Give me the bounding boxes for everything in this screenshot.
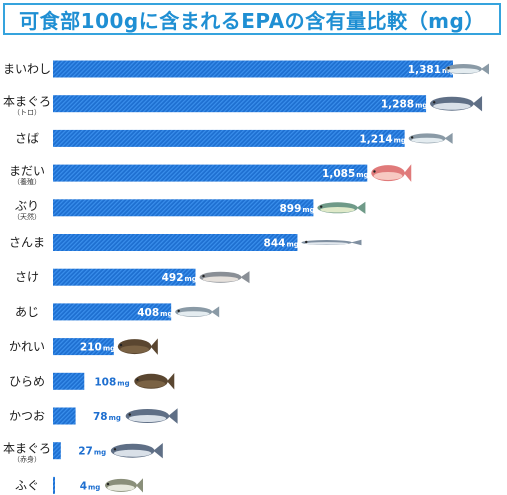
value-label: 492: [162, 272, 184, 284]
category-label: さけ: [15, 270, 39, 284]
bar-row: まだい（養殖） 1,085 mg: [9, 164, 412, 186]
title-frame: 可食部100gに含まれるEPAの含有量比較（mg）: [3, 3, 501, 35]
value-label: 1,214: [359, 133, 392, 145]
value-label: 210: [80, 342, 102, 354]
value-label: 27: [78, 446, 93, 458]
category-label: ひらめ: [9, 374, 45, 388]
category-label: まいわし: [3, 62, 51, 76]
bar: [53, 268, 196, 286]
bar: [53, 303, 172, 321]
bar-row: 本まぐろ（トロ） 1,288 mg: [3, 95, 483, 117]
unit-label: mg: [356, 171, 368, 179]
salmon-icon: [199, 271, 250, 284]
unit-label: mg: [160, 310, 172, 318]
chart-title: 可食部100gに含まれるEPAの含有量比較（mg）: [19, 8, 485, 33]
category-label: さんま: [9, 236, 45, 250]
tuna-icon: [430, 96, 483, 112]
category-label: 本まぐろ: [3, 95, 51, 109]
value-label: 1,288: [381, 99, 414, 111]
sea-bream-icon: [371, 164, 412, 182]
bar: [53, 234, 298, 251]
bar: [53, 338, 114, 356]
bar-row: ぶり（天然） 899 mg: [13, 199, 366, 221]
category-label: あじ: [15, 305, 39, 319]
pufferfish-icon: [105, 478, 143, 493]
value-label: 1,085: [322, 168, 355, 180]
flounder-icon: [117, 338, 158, 355]
unit-label: mg: [415, 102, 427, 110]
value-label: 844: [264, 238, 286, 250]
category-label: かつお: [9, 409, 45, 423]
bar-row: あじ 408 mg: [15, 303, 220, 321]
value-label: 1,381: [408, 64, 441, 76]
value-label: 108: [94, 376, 116, 388]
category-label: 本まぐろ: [3, 442, 51, 456]
tuna-lean-icon: [110, 443, 163, 459]
bar: [53, 372, 85, 390]
bar-row: ひらめ 108 mg: [9, 372, 175, 390]
category-label: まだい: [9, 164, 45, 178]
saury-icon: [301, 239, 362, 246]
unit-label: mg: [117, 379, 129, 387]
category-sublabel: （赤身）: [13, 455, 41, 464]
category-sublabel: （トロ）: [13, 109, 41, 117]
unit-label: mg: [94, 449, 106, 457]
bar-row: かつお 78 mg: [9, 407, 178, 425]
value-label: 899: [279, 203, 301, 215]
unit-label: mg: [109, 414, 121, 422]
bar: [53, 129, 405, 147]
horse-mackerel-icon: [175, 306, 220, 318]
yellowtail-icon: [317, 201, 366, 214]
bar: [53, 407, 76, 425]
unit-label: mg: [88, 483, 100, 491]
bar: [53, 164, 368, 182]
category-sublabel: （養殖）: [13, 177, 41, 186]
value-label: 408: [137, 307, 159, 319]
bonito-icon: [125, 408, 178, 424]
unit-label: mg: [286, 241, 298, 249]
bar-row: 本まぐろ（赤身） 27 mg: [3, 442, 163, 464]
category-label: ふぐ: [15, 478, 39, 492]
category-sublabel: （天然）: [13, 212, 41, 221]
bar-row: さんま 844 mg: [9, 234, 362, 251]
bar: [53, 95, 427, 113]
category-label: かれい: [9, 340, 45, 354]
unit-label: mg: [302, 206, 314, 214]
sardine-icon: [445, 63, 489, 75]
unit-label: mg: [185, 275, 197, 283]
value-label: 78: [93, 411, 108, 423]
value-label: 4: [80, 480, 87, 492]
bar-row: ふぐ 4 mg: [15, 476, 143, 494]
unit-label: mg: [103, 345, 115, 353]
bar-row: かれい 210 mg: [9, 338, 158, 356]
mackerel-icon: [408, 132, 453, 144]
bar: [53, 476, 55, 494]
bar: [53, 199, 314, 217]
unit-label: mg: [394, 136, 406, 144]
halibut-icon: [134, 373, 175, 390]
bar: [53, 442, 61, 460]
bar-row: さけ 492 mg: [15, 268, 250, 286]
bar-row: さば 1,214 mg: [15, 129, 453, 147]
bar: [53, 60, 453, 78]
category-label: ぶり: [15, 199, 39, 213]
category-label: さば: [15, 131, 39, 145]
